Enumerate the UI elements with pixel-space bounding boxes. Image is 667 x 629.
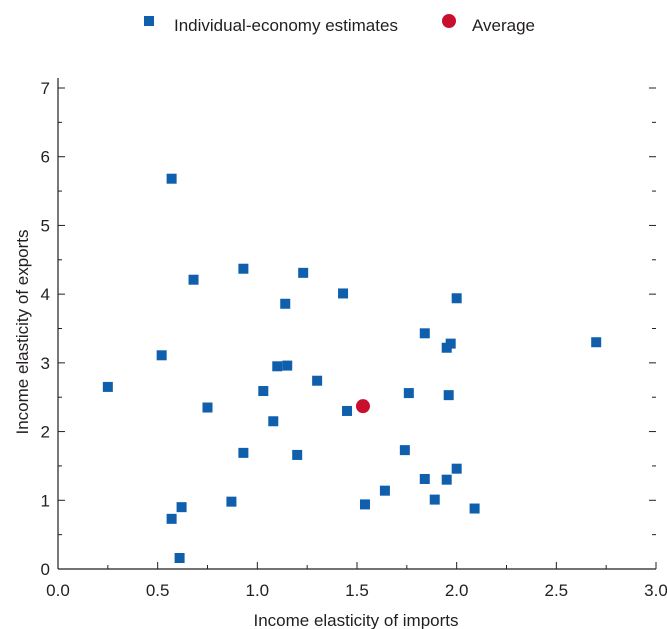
economy-point bbox=[268, 416, 279, 427]
economy-point bbox=[166, 173, 177, 184]
economy-point bbox=[298, 267, 309, 278]
tick-marks bbox=[57, 87, 657, 569]
economy-point bbox=[238, 447, 249, 458]
economy-point bbox=[258, 386, 269, 397]
economy-point bbox=[441, 474, 452, 485]
legend-marker-average bbox=[442, 14, 456, 28]
economy-point bbox=[419, 328, 430, 339]
economy-point bbox=[312, 375, 323, 386]
economy-point bbox=[338, 288, 349, 299]
economy-point bbox=[445, 338, 456, 349]
economy-point bbox=[280, 298, 291, 309]
economy-point bbox=[102, 381, 113, 392]
x-tick-label: 0.0 bbox=[46, 581, 70, 600]
y-tick-label: 7 bbox=[41, 79, 50, 98]
economy-point bbox=[359, 499, 370, 510]
legend-label-average: Average bbox=[472, 16, 535, 35]
x-tick-label: 1.5 bbox=[345, 581, 369, 600]
y-tick-label: 2 bbox=[41, 423, 50, 442]
legend-label-individual: Individual-economy estimates bbox=[174, 16, 398, 35]
x-axis-label: Income elasticity of imports bbox=[253, 611, 458, 629]
data-points bbox=[102, 173, 602, 564]
y-tick-label: 4 bbox=[41, 285, 50, 304]
economy-point bbox=[282, 360, 293, 371]
y-tick-label: 1 bbox=[41, 491, 50, 510]
economy-point bbox=[166, 513, 177, 524]
economy-point bbox=[272, 361, 283, 372]
economy-point bbox=[156, 350, 167, 361]
tick-labels: 0.0 0.5 1.0 1.5 2.0 2.5 3.0 0 1 2 3 4 5 6 7 bbox=[41, 79, 667, 600]
economy-point bbox=[292, 449, 303, 460]
economy-point bbox=[451, 293, 462, 304]
y-tick-label: 6 bbox=[41, 148, 50, 167]
economy-point bbox=[238, 263, 249, 274]
economy-point bbox=[379, 485, 390, 496]
x-tick-label: 1.0 bbox=[246, 581, 270, 600]
axes bbox=[57, 78, 656, 570]
economy-point bbox=[429, 494, 440, 505]
economy-point bbox=[451, 463, 462, 474]
economy-point bbox=[188, 274, 199, 285]
y-tick-label: 3 bbox=[41, 354, 50, 373]
economy-point bbox=[419, 473, 430, 484]
economy-point bbox=[469, 503, 480, 514]
x-tick-label: 0.5 bbox=[146, 581, 170, 600]
x-tick-label: 3.0 bbox=[644, 581, 667, 600]
y-tick-label: 0 bbox=[41, 560, 50, 579]
legend-marker-individual bbox=[144, 16, 154, 26]
x-tick-label: 2.0 bbox=[445, 581, 469, 600]
economy-point bbox=[176, 502, 187, 513]
economy-point bbox=[403, 388, 414, 399]
economy-point bbox=[591, 337, 602, 348]
economy-point bbox=[226, 496, 237, 507]
economy-point bbox=[443, 390, 454, 401]
y-tick-label: 5 bbox=[41, 216, 50, 235]
economy-point bbox=[202, 402, 213, 413]
economy-point bbox=[342, 405, 353, 416]
y-axis-label: Income elasticity of exports bbox=[13, 229, 32, 434]
economy-point bbox=[174, 553, 185, 564]
x-tick-label: 2.5 bbox=[545, 581, 569, 600]
legend: Individual-economy estimates Average bbox=[144, 14, 535, 35]
economy-point bbox=[399, 445, 410, 456]
average-point bbox=[355, 399, 370, 414]
